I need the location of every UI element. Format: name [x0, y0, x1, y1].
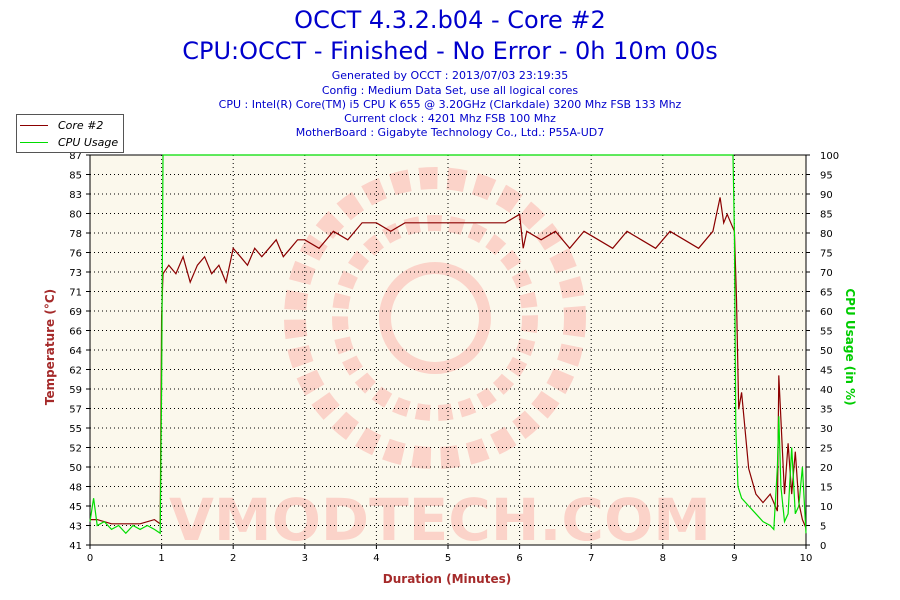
y-left-tick-label: 52 — [69, 444, 82, 455]
y-right-tick-label: 85 — [820, 210, 833, 221]
y-left-tick-label: 64 — [69, 346, 82, 357]
y-right-tick-label: 15 — [820, 483, 833, 494]
watermark: VMODTECH.COM — [169, 167, 711, 554]
y-right-tick-label: 100 — [820, 151, 839, 162]
y-right-tick-label: 65 — [820, 288, 833, 299]
info-config: Config : Medium Data Set, use all logica… — [321, 84, 579, 97]
y-left-tick-label: 83 — [69, 190, 82, 201]
y-left-tick-label: 78 — [69, 229, 82, 240]
y-right-tick-label: 25 — [820, 444, 833, 455]
chart-subtitle: CPU:OCCT - Finished - No Error - 0h 10m … — [182, 37, 718, 65]
y-axis-right-label: CPU Usage (in %) — [843, 288, 857, 405]
legend: Core #2 CPU Usage — [16, 114, 124, 153]
x-tick-label: 8 — [660, 553, 666, 564]
legend-swatch-core — [20, 124, 48, 126]
x-tick-label: 5 — [445, 553, 451, 564]
x-tick-label: 10 — [800, 553, 813, 564]
y-right-tick-label: 30 — [820, 424, 833, 435]
y-right-tick-label: 50 — [820, 346, 833, 357]
series-line-usage — [89, 154, 807, 535]
y-left-tick-label: 57 — [69, 405, 82, 416]
y-right-tick-label: 5 — [820, 522, 826, 533]
x-tick-label: 2 — [230, 553, 236, 564]
y-left-tick-label: 59 — [69, 385, 82, 396]
y-right-tick-label: 20 — [820, 463, 833, 474]
x-tick-label: 9 — [731, 553, 737, 564]
info-clock: Current clock : 4201 Mhz FSB 100 Mhz — [344, 112, 556, 125]
y-right-tick-label: 10 — [820, 502, 833, 513]
y-left-tick-label: 43 — [69, 522, 82, 533]
y-left-tick-label: 50 — [69, 463, 82, 474]
y-left-tick-label: 73 — [69, 268, 82, 279]
info-motherboard: MotherBoard : Gigabyte Technology Co., L… — [295, 126, 605, 139]
y-right-tick-label: 40 — [820, 385, 833, 396]
series-layer — [89, 154, 807, 535]
y-left-tick-label: 76 — [69, 249, 82, 260]
y-right-tick-label: 60 — [820, 307, 833, 318]
chart-title: OCCT 4.3.2.b04 - Core #2 — [294, 6, 606, 34]
y-right-tick-label: 0 — [820, 541, 826, 552]
x-axis-label: Duration (Minutes) — [383, 572, 511, 586]
y-right-tick-label: 35 — [820, 405, 833, 416]
legend-item-usage: CPU Usage — [20, 134, 118, 150]
y-left-tick-label: 55 — [69, 424, 82, 435]
y-right-tick-label: 90 — [820, 190, 833, 201]
legend-item-core: Core #2 — [20, 117, 103, 133]
legend-label-usage: CPU Usage — [58, 135, 119, 149]
y-left-tick-label: 85 — [69, 171, 82, 182]
x-tick-label: 4 — [373, 553, 379, 564]
y-axis-left-label: Temperature (°C) — [43, 289, 57, 405]
y-right-tick-label: 45 — [820, 366, 833, 377]
legend-label-core: Core #2 — [58, 118, 104, 132]
series-line-core — [90, 197, 807, 529]
svg-text:VMODTECH.COM: VMODTECH.COM — [169, 486, 711, 554]
y-right-tick-label: 75 — [820, 249, 833, 260]
info-cpu: CPU : Intel(R) Core(TM) i5 CPU K 655 @ 3… — [218, 98, 682, 111]
x-tick-label: 1 — [158, 553, 164, 564]
x-tick-label: 3 — [302, 553, 308, 564]
y-left-tick-label: 62 — [69, 366, 82, 377]
y-left-tick-label: 45 — [69, 502, 82, 513]
legend-swatch-usage — [20, 141, 48, 143]
y-left-tick-label: 69 — [69, 307, 82, 318]
y-right-tick-label: 55 — [820, 327, 833, 338]
y-right-tick-label: 80 — [820, 229, 833, 240]
x-tick-label: 7 — [588, 553, 594, 564]
y-left-tick-label: 80 — [69, 210, 82, 221]
y-left-tick-label: 48 — [69, 483, 82, 494]
y-axis-left: 41 43 45 48 50 52 55 57 59 62 64 66 69 71 73 76 78 80 83 85… — [69, 151, 90, 552]
y-left-tick-label: 66 — [69, 327, 82, 338]
info-generated: Generated by OCCT : 2013/07/03 23:19:35 — [331, 69, 569, 82]
y-right-tick-label: 95 — [820, 171, 833, 182]
x-tick-label: 6 — [516, 553, 522, 564]
y-left-tick-label: 41 — [69, 541, 82, 552]
x-axis: 0 1 2 3 4 5 6 7 8 9 10 — [87, 545, 813, 564]
y-right-tick-label: 70 — [820, 268, 833, 279]
y-axis-right: 0 5 10 15 20 25 30 35 40 45 50 55 60 65 70 75 80 85 90 95 10… — [806, 151, 839, 552]
y-left-tick-label: 71 — [69, 288, 82, 299]
x-tick-label: 0 — [87, 553, 93, 564]
y-left-tick-label: 87 — [69, 151, 82, 162]
